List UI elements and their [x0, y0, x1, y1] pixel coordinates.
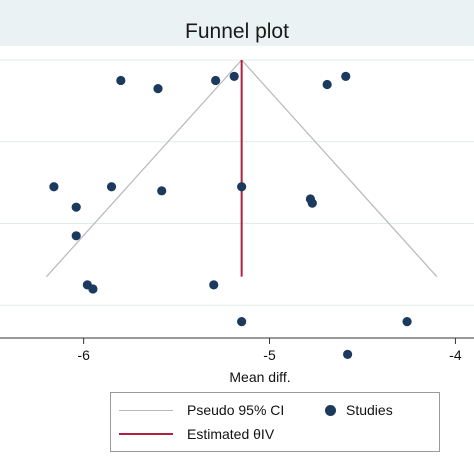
legend-item-studies: Studies: [325, 402, 393, 418]
legend-ci-line-icon: [119, 409, 173, 411]
x-tick-label-1: -5: [263, 347, 276, 363]
legend-item-ci: Pseudo 95% CI: [119, 402, 284, 418]
legend-item-estimate: Estimated θIV: [119, 426, 274, 442]
study-point-5: [341, 71, 351, 81]
study-point-17: [237, 317, 247, 327]
study-point-13: [71, 231, 81, 241]
legend-estimate-line-icon: [119, 433, 173, 435]
study-point-9: [237, 182, 247, 192]
study-point-4: [322, 79, 332, 90]
legend: Pseudo 95% CI Studies Estimated θIV: [110, 392, 440, 452]
title-band: [0, 0, 474, 46]
study-point-12: [307, 198, 317, 208]
legend-studies-dot-icon: [325, 404, 336, 416]
study-point-15: [88, 284, 98, 294]
study-point-10: [71, 202, 81, 212]
chart-title: Funnel plot: [185, 20, 289, 43]
study-point-6: [49, 182, 59, 192]
study-point-7: [106, 182, 117, 192]
x-axis-label: Mean diff.: [229, 369, 290, 385]
study-point-19: [343, 349, 353, 359]
study-point-3: [229, 71, 239, 81]
study-point-0: [116, 75, 126, 86]
x-tick-label-0: -6: [77, 347, 90, 363]
study-point-8: [157, 186, 167, 196]
legend-label-estimate: Estimated θIV: [187, 426, 275, 442]
study-point-1: [153, 84, 163, 94]
x-tick-label-2: -4: [449, 347, 462, 363]
ci-line-left: [46, 59, 243, 278]
study-point-16: [209, 280, 219, 290]
legend-label-studies: Studies: [346, 402, 393, 418]
plot-area: -6 -5 -4 Mean diff.: [0, 59, 474, 385]
legend-label-ci: Pseudo 95% CI: [187, 402, 285, 418]
study-point-2: [211, 75, 221, 86]
study-point-18: [402, 317, 412, 327]
ci-line-right: [241, 59, 438, 278]
